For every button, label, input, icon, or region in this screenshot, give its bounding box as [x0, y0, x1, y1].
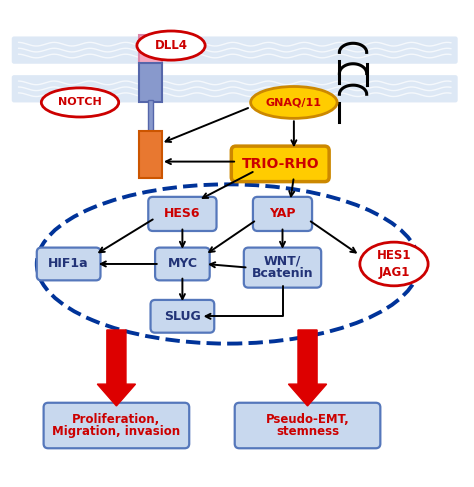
Text: stemness: stemness — [276, 425, 339, 438]
FancyBboxPatch shape — [139, 35, 162, 65]
FancyBboxPatch shape — [12, 75, 458, 102]
Text: YAP: YAP — [269, 207, 296, 221]
Text: MYC: MYC — [167, 258, 197, 270]
FancyBboxPatch shape — [37, 247, 100, 281]
Ellipse shape — [251, 87, 337, 118]
FancyBboxPatch shape — [12, 37, 458, 64]
FancyBboxPatch shape — [148, 197, 217, 231]
FancyBboxPatch shape — [244, 247, 321, 288]
FancyBboxPatch shape — [139, 131, 162, 178]
Text: HIF1a: HIF1a — [48, 258, 89, 270]
FancyBboxPatch shape — [151, 300, 214, 333]
Text: DLL4: DLL4 — [155, 39, 188, 52]
Ellipse shape — [41, 88, 118, 117]
FancyBboxPatch shape — [253, 197, 312, 231]
Text: WNT/: WNT/ — [264, 255, 301, 268]
Text: Pseudo-EMT,: Pseudo-EMT, — [265, 412, 349, 426]
FancyBboxPatch shape — [44, 403, 189, 448]
Text: GNAQ/11: GNAQ/11 — [266, 97, 322, 108]
Polygon shape — [288, 330, 327, 406]
Text: HES6: HES6 — [164, 207, 201, 221]
FancyBboxPatch shape — [235, 403, 380, 448]
Ellipse shape — [137, 31, 205, 60]
Text: SLUG: SLUG — [164, 310, 201, 323]
Text: NOTCH: NOTCH — [58, 97, 102, 108]
Polygon shape — [97, 330, 136, 406]
FancyBboxPatch shape — [231, 146, 329, 182]
Text: TRIO-RHO: TRIO-RHO — [241, 157, 319, 171]
FancyBboxPatch shape — [148, 100, 153, 131]
Text: HES1: HES1 — [377, 249, 411, 262]
Text: Bcatenin: Bcatenin — [252, 267, 313, 281]
Text: Migration, invasion: Migration, invasion — [52, 425, 181, 438]
Text: Proliferation,: Proliferation, — [73, 412, 161, 426]
Ellipse shape — [360, 242, 428, 286]
Text: JAG1: JAG1 — [378, 266, 410, 279]
FancyBboxPatch shape — [139, 63, 162, 101]
FancyBboxPatch shape — [155, 247, 210, 281]
